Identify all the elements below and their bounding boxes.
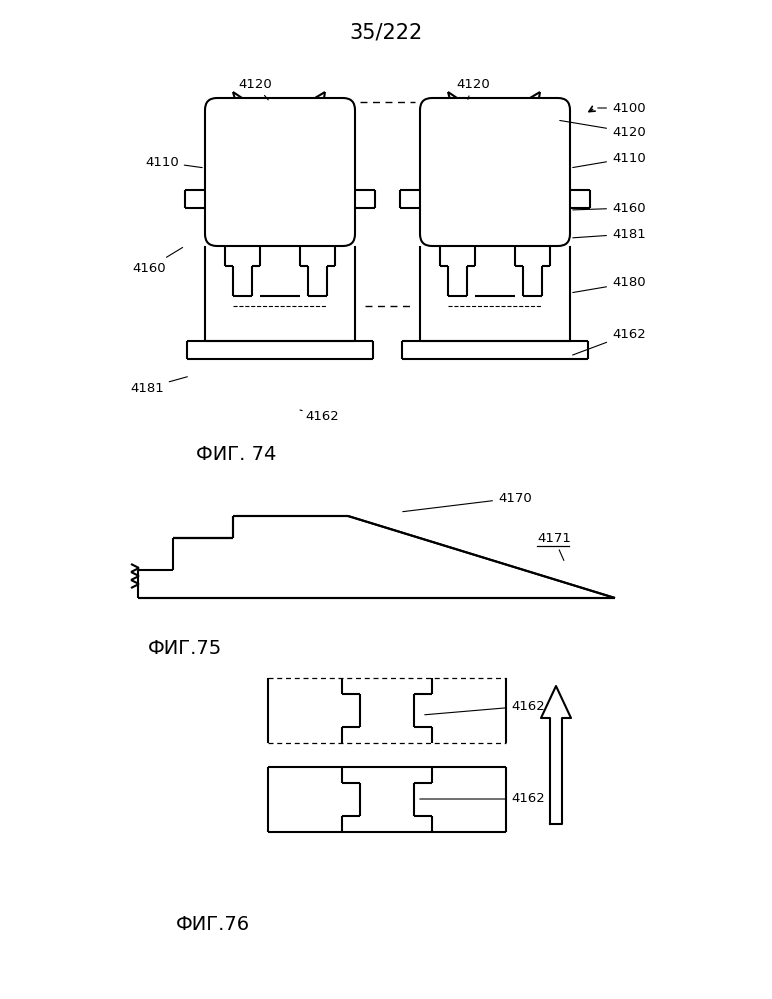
Text: ФИГ.76: ФИГ.76 [176, 914, 250, 933]
Text: 4162: 4162 [425, 699, 545, 714]
Text: 4160: 4160 [132, 248, 183, 275]
Text: 4110: 4110 [145, 156, 202, 169]
Text: 4162: 4162 [573, 328, 645, 355]
Text: 35/222: 35/222 [350, 23, 422, 43]
Text: 4180: 4180 [573, 277, 645, 293]
Text: 4120: 4120 [238, 78, 272, 100]
Text: 4120: 4120 [560, 121, 645, 139]
Text: 4110: 4110 [573, 152, 645, 168]
Text: 4162: 4162 [300, 410, 339, 423]
Text: ФИГ.75: ФИГ.75 [148, 638, 222, 657]
Text: 4120: 4120 [456, 78, 489, 99]
Text: ФИГ. 74: ФИГ. 74 [196, 445, 276, 464]
Text: 4181: 4181 [573, 228, 645, 241]
Text: 4171: 4171 [537, 531, 571, 560]
Text: 4181: 4181 [130, 377, 188, 395]
Text: 4162: 4162 [420, 792, 545, 805]
Text: 4170: 4170 [403, 492, 532, 511]
FancyBboxPatch shape [420, 98, 570, 246]
Text: 4100: 4100 [598, 102, 645, 115]
Polygon shape [541, 686, 571, 824]
FancyBboxPatch shape [205, 98, 355, 246]
Text: 4160: 4160 [573, 202, 645, 215]
